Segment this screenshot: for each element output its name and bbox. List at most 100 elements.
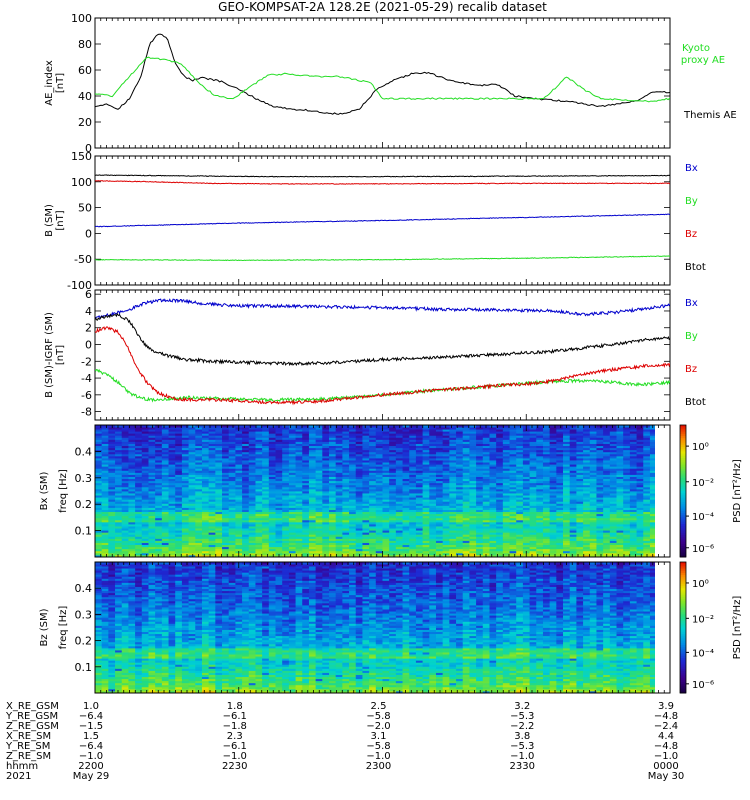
spectrogram-cell: [409, 542, 417, 546]
spectrogram-cell: [369, 528, 377, 531]
spectrogram-cell: [228, 493, 236, 496]
spectrogram-cell: [135, 480, 143, 484]
spectrogram-cell: [509, 538, 517, 541]
spectrogram-cell: [476, 439, 484, 442]
spectrogram-cell: [335, 437, 343, 440]
spectrogram-cell: [329, 458, 337, 461]
spectrogram-cell: [128, 431, 136, 434]
spectrogram-cell: [108, 530, 116, 533]
spectrogram-cell: [369, 474, 377, 477]
spectrogram-cell: [148, 515, 156, 519]
spectrogram-cell: [349, 431, 357, 434]
spectrogram-cell: [462, 478, 470, 482]
spectrogram-cell: [402, 503, 410, 506]
spectrogram-cell: [275, 540, 283, 543]
spectrogram-cell: [248, 534, 256, 537]
spectrogram-cell: [349, 521, 357, 525]
spectrogram-cell: [101, 544, 109, 548]
spectrogram-cell: [222, 480, 230, 484]
spectrogram-cell: [121, 476, 129, 480]
spectrogram-cell: [362, 460, 370, 463]
spectrogram-cell: [235, 437, 243, 440]
spectrogram-cell: [275, 458, 283, 461]
spectrogram-cell: [469, 528, 477, 531]
spectrogram-cell: [429, 544, 437, 548]
spectrogram-cell: [516, 491, 524, 494]
spectrogram-cell: [302, 484, 310, 488]
spectrogram-cell: [342, 517, 350, 521]
spectrogram-cell: [536, 472, 544, 475]
spectrogram-cell: [355, 493, 363, 496]
spectrogram-cell: [536, 435, 544, 438]
spectrogram-cell: [288, 443, 296, 447]
spectrogram-cell: [462, 538, 470, 541]
spectrogram-cell: [389, 482, 397, 486]
spectrogram-cell: [215, 493, 223, 496]
spectrogram-cell: [242, 493, 250, 496]
spectrogram-cell: [308, 538, 317, 541]
spectrogram-cell: [181, 433, 190, 436]
spectrogram-cell: [382, 544, 390, 548]
spectrogram-cell: [496, 458, 504, 461]
spectrogram-cell: [282, 534, 290, 537]
y-axis-label: AE_index: [44, 60, 55, 106]
spectrogram-cell: [342, 509, 350, 513]
spectrogram-cell: [442, 513, 450, 517]
spectrogram-cell: [275, 460, 283, 463]
spectrogram-cell: [349, 538, 357, 541]
spectrogram-cell: [282, 526, 290, 529]
spectrogram-cell: [108, 505, 116, 508]
spectrogram-cell: [329, 453, 337, 457]
spectrogram-cell: [235, 511, 243, 515]
spectrogram-cell: [208, 425, 216, 428]
spectrogram-cell: [476, 435, 484, 438]
spectrogram-cell: [161, 443, 169, 447]
spectrogram-cell: [195, 484, 203, 488]
spectrogram-cell: [322, 548, 330, 552]
spectrogram-cell: [496, 472, 504, 475]
spectrogram-cell: [482, 455, 490, 459]
spectrogram-cell: [402, 530, 410, 533]
spectrogram-cell: [395, 524, 403, 527]
spectrogram-cell: [456, 526, 464, 529]
spectrogram-cell: [355, 480, 363, 484]
spectrogram-cell: [308, 530, 317, 533]
spectrogram-cell: [228, 554, 236, 558]
spectrogram-cell: [295, 511, 303, 515]
spectrogram-cell: [402, 431, 410, 434]
spectrogram-cell: [148, 478, 156, 482]
spectrogram-cell: [516, 484, 524, 488]
spectrogram-cell: [429, 534, 437, 537]
spectrogram-cell: [482, 453, 490, 457]
spectrogram-cell: [462, 528, 470, 531]
spectrogram-cell: [215, 501, 223, 504]
spectrogram-cell: [322, 480, 330, 484]
spectrogram-cell: [422, 429, 430, 432]
spectrogram-cell: [315, 548, 323, 552]
spectrogram-cell: [369, 521, 377, 525]
spectrogram-cell: [389, 530, 397, 533]
spectrogram-cell: [308, 431, 317, 434]
spectrogram-cell: [429, 439, 437, 442]
spectrogram-cell: [155, 546, 163, 550]
spectrogram-cell: [95, 538, 103, 541]
spectrogram-cell: [355, 427, 363, 430]
spectrogram-cell: [181, 548, 190, 552]
spectrogram-cell: [382, 554, 390, 558]
spectrogram-cell: [335, 468, 343, 471]
spectrogram-cell: [335, 499, 343, 502]
spectrogram-cell: [275, 532, 283, 535]
spectrogram-cell: [255, 495, 263, 498]
spectrogram-cell: [375, 441, 383, 444]
spectrogram-cell: [522, 505, 530, 508]
spectrogram-cell: [476, 443, 484, 447]
spectrogram-cell: [415, 501, 424, 504]
spectrogram-cell: [215, 482, 223, 486]
spectrogram-cell: [442, 480, 450, 484]
spectrogram-cell: [369, 503, 377, 506]
spectrogram-cell: [395, 507, 403, 510]
spectrogram-cell: [435, 447, 444, 451]
spectrogram-cell: [362, 480, 370, 484]
spectrogram-cell: [442, 519, 450, 523]
spectrogram-cell: [456, 511, 464, 515]
